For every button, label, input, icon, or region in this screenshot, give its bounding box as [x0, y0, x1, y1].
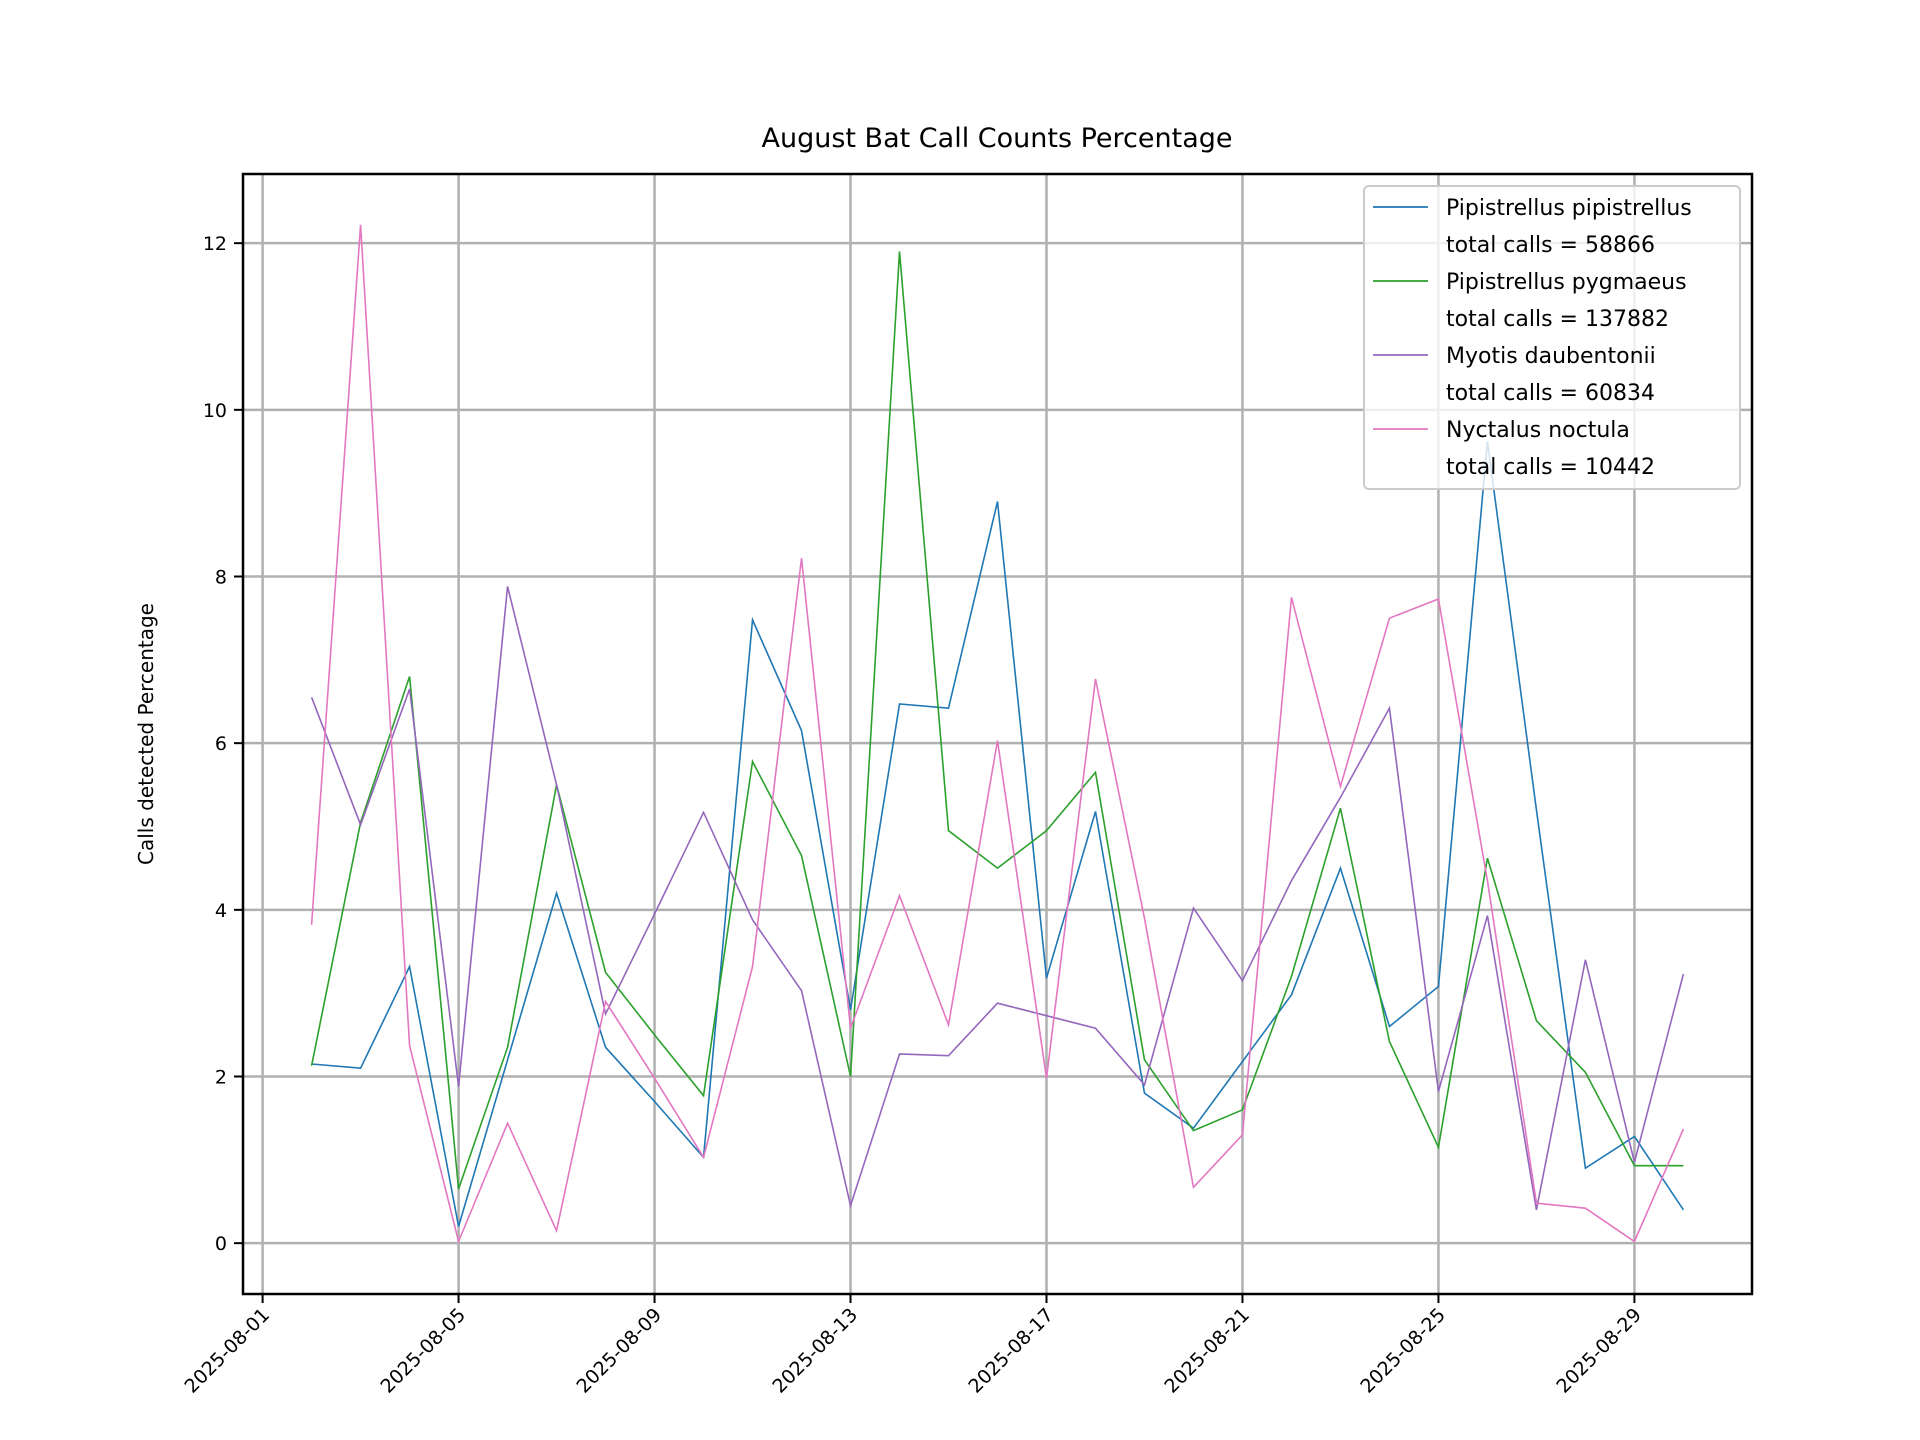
legend-label: Nyctalus noctula — [1446, 418, 1630, 443]
chart-title: August Bat Call Counts Percentage — [761, 123, 1232, 154]
legend-total: total calls = 137882 — [1446, 307, 1669, 332]
axes-frame — [241, 172, 1754, 1296]
series-line-nyctalus-noctula — [310, 224, 1685, 1245]
legend-label: Myotis daubentonii — [1446, 344, 1656, 369]
y-tick-label: 10 — [203, 400, 227, 422]
y-tick-label: 0 — [215, 1233, 227, 1255]
legend-total: total calls = 58866 — [1446, 233, 1655, 258]
y-tick-label: 8 — [215, 567, 227, 589]
legend-box — [1363, 185, 1741, 490]
legend-total: total calls = 60834 — [1446, 381, 1655, 406]
legend-label: Pipistrellus pygmaeus — [1446, 270, 1687, 295]
series-line-myotis-daubentonii — [310, 586, 1685, 1210]
series-lines — [310, 224, 1685, 1245]
legend-total: total calls = 10442 — [1446, 455, 1655, 480]
legend-label: Pipistrellus pipistrellus — [1446, 196, 1692, 221]
y-tick-label: 12 — [203, 233, 227, 255]
y-tick-label: 2 — [215, 1067, 227, 1089]
series-line-pipistrellus-pygmaeus — [310, 251, 1684, 1190]
y-axis-label: Calls detected Percentage — [134, 603, 158, 865]
y-tick-label: 4 — [215, 900, 227, 922]
legend: Pipistrellus pipistrellus total calls = 5… — [1363, 185, 1741, 490]
y-tick-label: 6 — [215, 733, 227, 755]
series-line-pipistrellus-pipistrellus — [311, 441, 1685, 1227]
